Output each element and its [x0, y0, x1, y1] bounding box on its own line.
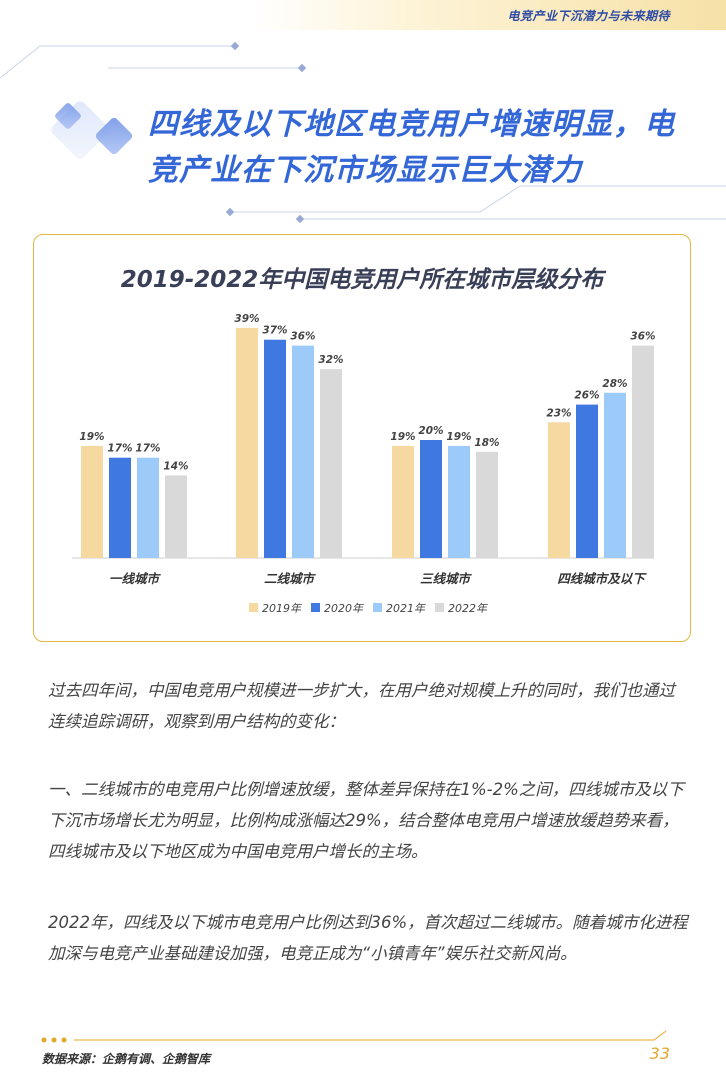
decorative-lines	[0, 41, 726, 224]
page-number: 33	[649, 1044, 670, 1063]
data-label-2-2: 37%	[262, 325, 287, 337]
data-label-4-2: 26%	[574, 390, 599, 402]
header-band	[250, 0, 726, 30]
bar-1-2	[109, 457, 131, 558]
bar-1-3	[137, 457, 159, 558]
data-label-4-3: 28%	[602, 378, 627, 390]
legend-label-2: 2020年	[324, 602, 364, 615]
category-label-2: 二线城市	[264, 571, 317, 586]
data-label-1-2: 17%	[107, 443, 132, 455]
legend-label-4: 2022年	[448, 602, 488, 615]
data-label-1-1: 19%	[79, 431, 104, 443]
data-label-2-3: 36%	[290, 331, 315, 343]
legend-label-1: 2019年	[262, 602, 302, 615]
category-label-4: 四线城市及以下	[557, 571, 647, 586]
data-source: 数据来源：企鹅有调、企鹅智库	[42, 1052, 211, 1066]
chart-title: 2019-2022年中国电竞用户所在城市层级分布	[120, 267, 604, 293]
data-label-4-1: 23%	[546, 407, 571, 419]
data-label-3-3: 19%	[446, 431, 471, 443]
data-label-3-2: 20%	[418, 425, 443, 437]
legend-swatch-2	[311, 603, 320, 612]
bar-2-3	[292, 345, 314, 558]
bar-3-1	[392, 445, 414, 558]
title-diamond-icon	[51, 101, 133, 159]
bar-4-1	[548, 422, 570, 558]
paragraph-2: 一、二线城市的电竞用户比例增速放缓，整体差异保持在1%-2%之间，四线城市及以下…	[48, 780, 684, 861]
data-label-1-4: 14%	[163, 460, 188, 472]
data-label-1-3: 17%	[135, 443, 160, 455]
bar-2-1	[236, 327, 258, 558]
bar-3-4	[476, 451, 498, 558]
data-label-2-1: 39%	[234, 313, 259, 325]
data-label-4-4: 36%	[630, 331, 655, 343]
legend-swatch-1	[249, 603, 258, 612]
bar-4-4	[632, 345, 654, 558]
bar-3-3	[448, 445, 470, 558]
legend-label-3: 2021年	[386, 602, 426, 615]
bar-4-2	[576, 404, 598, 558]
page-title-line2: 竞产业在下沉市场显示巨大潜力	[148, 153, 582, 188]
bar-2-4	[320, 369, 342, 558]
chart-card: 2019-2022年中国电竞用户所在城市层级分布 19% 17% 17% 14% 一线城…	[33, 234, 691, 642]
legend-swatch-4	[435, 603, 444, 612]
paragraph-1: 过去四年间，中国电竞用户规模进一步扩大，在用户绝对规模上升的同时，我们也通过连续…	[48, 681, 675, 731]
page-title-line1: 四线及以下地区电竞用户增速明显，电	[148, 107, 675, 142]
page-title: 四线及以下地区电竞用户增速明显，电 竞产业在下沉市场显示巨大潜力	[148, 102, 708, 194]
data-label-2-4: 32%	[318, 354, 343, 366]
bar-2-2	[264, 339, 286, 558]
bar-1-1	[81, 445, 103, 558]
header-title: 电竞产业下沉潜力与未来期待	[507, 9, 670, 23]
data-label-3-1: 19%	[390, 431, 415, 443]
category-label-3: 三线城市	[420, 571, 473, 586]
footer-divider	[41, 1030, 667, 1043]
data-label-3-4: 18%	[474, 437, 499, 449]
bar-4-3	[604, 392, 626, 558]
bar-1-4	[165, 475, 187, 558]
category-label-1: 一线城市	[109, 571, 162, 586]
paragraph-3: 2022年，四线及以下城市电竞用户比例达到36%，首次超过二线城市。随着城市化进…	[48, 913, 688, 963]
legend-swatch-3	[373, 603, 382, 612]
bar-3-2	[420, 440, 442, 558]
